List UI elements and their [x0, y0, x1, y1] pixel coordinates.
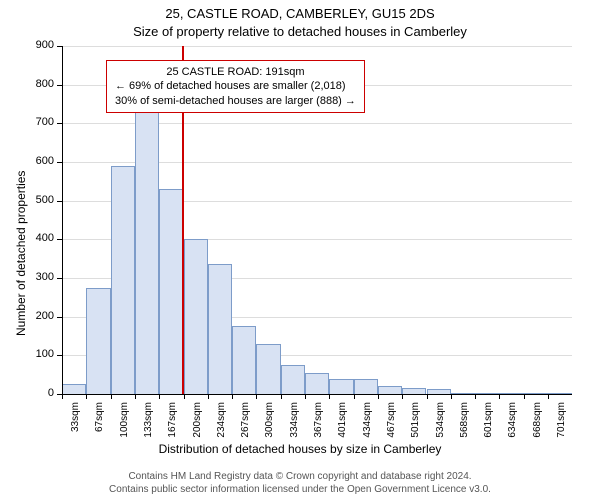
histogram-bar [354, 379, 378, 394]
x-tick-label: 701sqm [556, 402, 567, 446]
x-tick-label: 100sqm [119, 402, 130, 446]
x-tick-label: 167sqm [167, 402, 178, 446]
histogram-bar [184, 239, 208, 394]
y-tick-label: 100 [26, 348, 54, 360]
histogram-bar [86, 288, 110, 394]
x-tick-label: 601sqm [483, 402, 494, 446]
x-tick-label: 33sqm [70, 402, 81, 446]
x-tick-label: 300sqm [264, 402, 275, 446]
histogram-bar [329, 379, 353, 394]
x-tick-label: 133sqm [143, 402, 154, 446]
annotation-line-larger: 30% of semi-detached houses are larger (… [115, 94, 356, 108]
x-tick-label: 334sqm [289, 402, 300, 446]
page: 25, CASTLE ROAD, CAMBERLEY, GU15 2DS Siz… [0, 0, 600, 500]
page-title-subtitle: Size of property relative to detached ho… [0, 24, 600, 39]
footer-line-2: Contains public sector information licen… [0, 483, 600, 496]
x-tick-label: 501sqm [410, 402, 421, 446]
y-tick-label: 500 [26, 194, 54, 206]
x-axis-line [62, 394, 572, 395]
x-tick-label: 367sqm [313, 402, 324, 446]
grid-line [62, 46, 572, 47]
x-tick-label: 668sqm [532, 402, 543, 446]
x-tick-label: 534sqm [435, 402, 446, 446]
y-tick-label: 0 [26, 387, 54, 399]
annotation-line-smaller: ← 69% of detached houses are smaller (2,… [115, 79, 356, 93]
y-tick-label: 700 [26, 116, 54, 128]
x-tick-label: 200sqm [192, 402, 203, 446]
histogram-bar [111, 166, 135, 394]
x-tick-label: 634sqm [507, 402, 518, 446]
histogram-bar [281, 365, 305, 394]
x-tick-label: 568sqm [459, 402, 470, 446]
y-tick-label: 300 [26, 271, 54, 283]
footer-line-1: Contains HM Land Registry data © Crown c… [0, 470, 600, 483]
y-tick-label: 600 [26, 155, 54, 167]
histogram-bar [256, 344, 280, 394]
histogram-bar [208, 264, 232, 394]
x-tick-label: 467sqm [386, 402, 397, 446]
y-tick-label: 200 [26, 310, 54, 322]
y-tick-label: 900 [26, 39, 54, 51]
histogram-bar [135, 110, 159, 394]
x-axis-label: Distribution of detached houses by size … [0, 442, 600, 456]
x-tick-label: 434sqm [362, 402, 373, 446]
histogram-bar [232, 326, 256, 394]
annotation-box: 25 CASTLE ROAD: 191sqm ← 69% of detached… [106, 60, 365, 113]
footer-attribution: Contains HM Land Registry data © Crown c… [0, 470, 600, 496]
histogram-bar [378, 386, 402, 394]
x-tick-label: 67sqm [94, 402, 105, 446]
y-axis-line [62, 46, 63, 394]
x-tick-label: 234sqm [216, 402, 227, 446]
histogram-bar [62, 384, 86, 394]
y-tick-label: 400 [26, 232, 54, 244]
histogram-bar [305, 373, 329, 394]
page-title-address: 25, CASTLE ROAD, CAMBERLEY, GU15 2DS [0, 6, 600, 21]
x-tick-label: 267sqm [240, 402, 251, 446]
x-tick-label: 401sqm [337, 402, 348, 446]
y-tick-label: 800 [26, 78, 54, 90]
annotation-title: 25 CASTLE ROAD: 191sqm [115, 65, 356, 79]
histogram-bar [159, 189, 183, 394]
